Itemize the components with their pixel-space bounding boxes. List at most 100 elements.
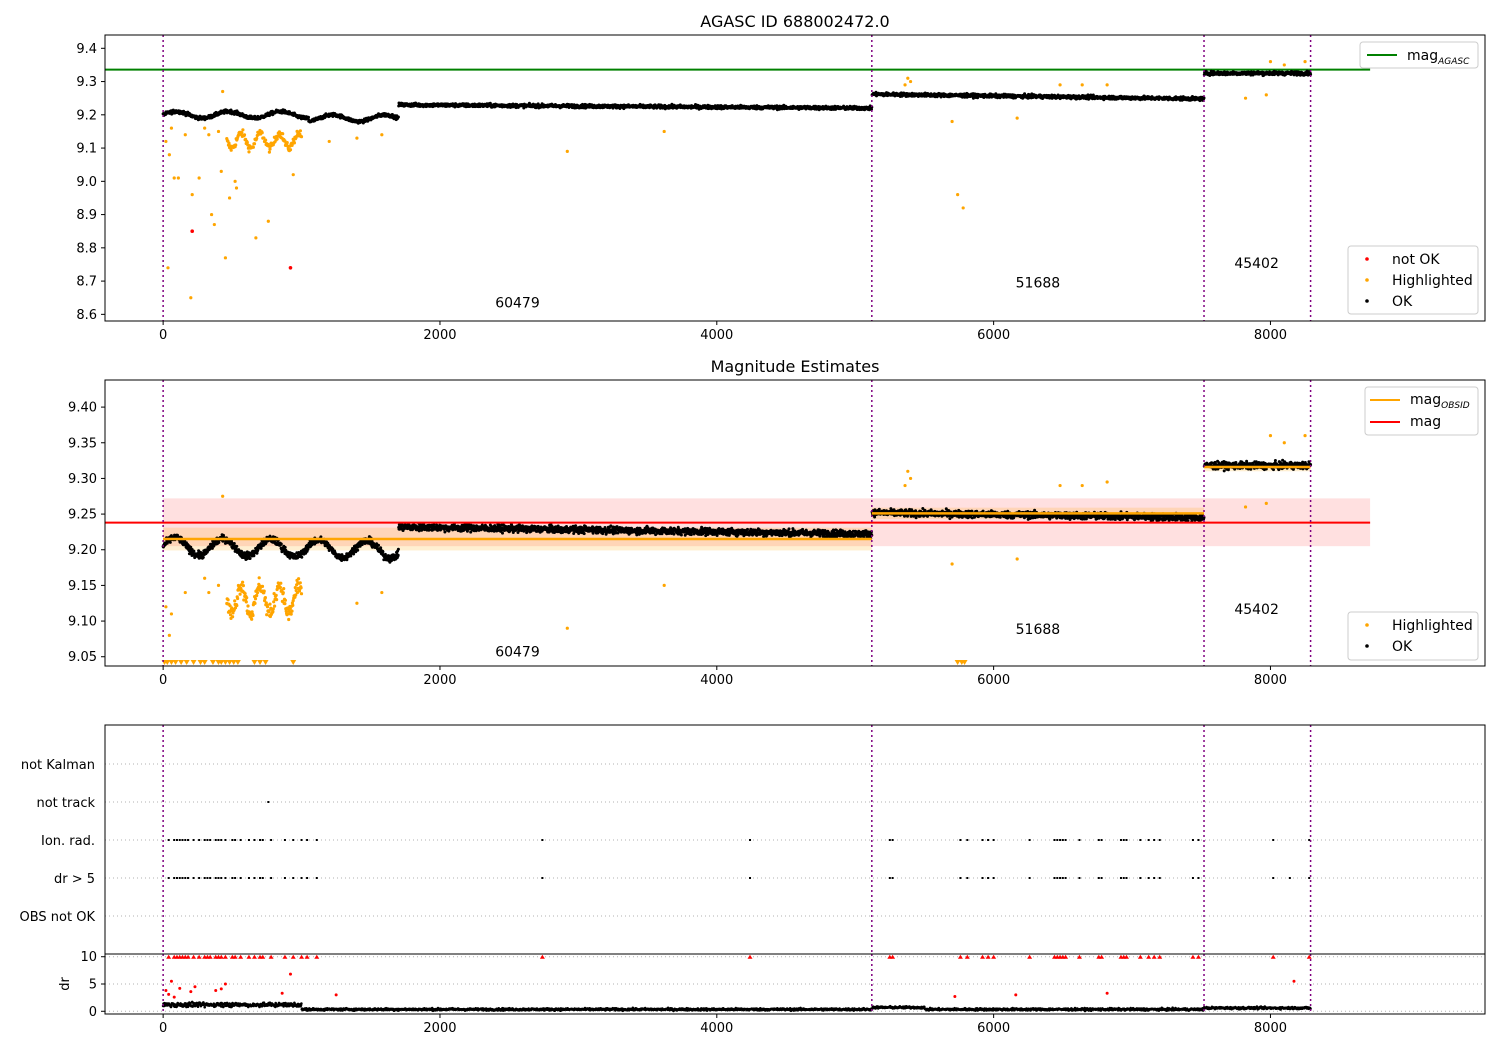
highlighted-point bbox=[285, 141, 289, 145]
highlighted-point bbox=[250, 617, 254, 621]
panel-estimates-title: Magnitude Estimates bbox=[711, 357, 880, 376]
highlighted-point bbox=[251, 145, 255, 149]
highlighted-point bbox=[223, 256, 228, 260]
obsid-label: 45402 bbox=[1234, 256, 1279, 272]
highlighted-point bbox=[1268, 60, 1273, 64]
highlighted-point bbox=[961, 206, 965, 210]
ok-point bbox=[192, 549, 196, 553]
highlighted-point bbox=[662, 129, 666, 134]
highlighted-point bbox=[183, 133, 187, 137]
legend-agasc-lines: magAGASC bbox=[1359, 41, 1479, 69]
highlighted-point bbox=[251, 613, 255, 618]
highlighted-point bbox=[565, 149, 569, 153]
highlighted-point bbox=[274, 593, 278, 597]
highlighted-point bbox=[298, 129, 302, 133]
highlighted-point bbox=[164, 139, 168, 144]
highlighted-point bbox=[297, 577, 301, 581]
highlighted-point bbox=[245, 596, 249, 600]
highlighted-point bbox=[257, 576, 261, 580]
highlighted-point bbox=[166, 266, 170, 270]
highlighted-point bbox=[290, 609, 294, 613]
x-tick-label: 2000 bbox=[423, 328, 456, 343]
obsid-label: 60479 bbox=[495, 296, 540, 312]
highlighted-point bbox=[283, 602, 287, 606]
x-tick-label: 8000 bbox=[1254, 328, 1287, 343]
highlighted-point bbox=[267, 150, 271, 154]
highlighted-point bbox=[207, 133, 211, 137]
highlighted-point bbox=[228, 610, 232, 614]
highlighted-point bbox=[260, 584, 265, 589]
highlighted-point bbox=[1282, 63, 1286, 67]
not-ok-point bbox=[288, 265, 293, 270]
highlighted-point bbox=[255, 136, 259, 140]
highlighted-point bbox=[265, 605, 270, 609]
legend-swatch-point bbox=[1365, 278, 1369, 282]
highlighted-point bbox=[294, 593, 298, 597]
highlighted-point bbox=[1243, 96, 1248, 100]
highlighted-point bbox=[243, 592, 247, 596]
highlighted-point bbox=[265, 613, 269, 617]
highlighted-point bbox=[169, 126, 174, 130]
ok-point bbox=[248, 557, 252, 560]
highlighted-point bbox=[292, 141, 296, 145]
highlighted-point bbox=[172, 176, 176, 180]
highlighted-point bbox=[1264, 93, 1268, 97]
legend-swatch-point bbox=[1365, 299, 1369, 303]
highlighted-point bbox=[219, 169, 223, 173]
highlighted-point bbox=[906, 76, 910, 80]
highlighted-point bbox=[264, 138, 268, 142]
legend-label: OK bbox=[1392, 294, 1413, 310]
ok-point bbox=[168, 540, 172, 544]
highlighted-point bbox=[271, 610, 275, 614]
highlighted-point bbox=[291, 603, 295, 608]
highlighted-point bbox=[291, 173, 295, 177]
highlighted-point bbox=[253, 597, 258, 601]
highlighted-point bbox=[231, 611, 235, 615]
ok-point bbox=[307, 115, 310, 119]
highlighted-point bbox=[190, 193, 194, 197]
highlighted-point bbox=[1105, 83, 1109, 87]
highlighted-point bbox=[238, 592, 242, 596]
y-tick-label: 8.6 bbox=[76, 308, 97, 323]
highlighted-point bbox=[298, 581, 302, 585]
highlighted-point bbox=[291, 599, 295, 603]
highlighted-point bbox=[226, 598, 230, 602]
highlighted-point bbox=[293, 586, 297, 590]
highlighted-point bbox=[1015, 116, 1019, 120]
y-tick-label: 9.1 bbox=[76, 142, 97, 157]
highlighted-point bbox=[241, 580, 245, 584]
highlighted-point bbox=[247, 150, 251, 154]
highlighted-point bbox=[240, 131, 244, 135]
y-tick-label: 9.3 bbox=[76, 75, 97, 90]
legend-box bbox=[1359, 41, 1479, 69]
highlighted-point bbox=[235, 603, 239, 608]
y-tick-label: 9.4 bbox=[76, 42, 97, 57]
highlighted-point bbox=[275, 137, 279, 141]
highlighted-point bbox=[262, 589, 266, 593]
highlighted-point bbox=[236, 596, 240, 601]
highlighted-point bbox=[380, 133, 384, 137]
highlighted-point bbox=[241, 584, 245, 588]
highlighted-point bbox=[288, 148, 293, 152]
highlighted-point bbox=[284, 609, 288, 613]
highlighted-point bbox=[327, 139, 331, 144]
highlighted-point bbox=[250, 610, 254, 614]
highlighted-point bbox=[229, 148, 233, 152]
highlighted-point bbox=[289, 612, 293, 616]
highlighted-point bbox=[1080, 83, 1084, 87]
ok-point bbox=[279, 542, 283, 546]
panel-agasc-frame bbox=[104, 34, 1486, 322]
highlighted-point bbox=[197, 176, 201, 180]
highlighted-point bbox=[1058, 83, 1062, 87]
ok-point bbox=[874, 90, 878, 94]
highlighted-point bbox=[221, 89, 225, 94]
highlighted-point bbox=[908, 79, 913, 84]
ok-point bbox=[396, 115, 400, 119]
highlighted-point bbox=[209, 212, 214, 217]
highlighted-point bbox=[167, 153, 171, 157]
highlighted-point bbox=[254, 236, 258, 240]
highlighted-point bbox=[233, 179, 237, 183]
legend-box bbox=[1347, 245, 1479, 315]
